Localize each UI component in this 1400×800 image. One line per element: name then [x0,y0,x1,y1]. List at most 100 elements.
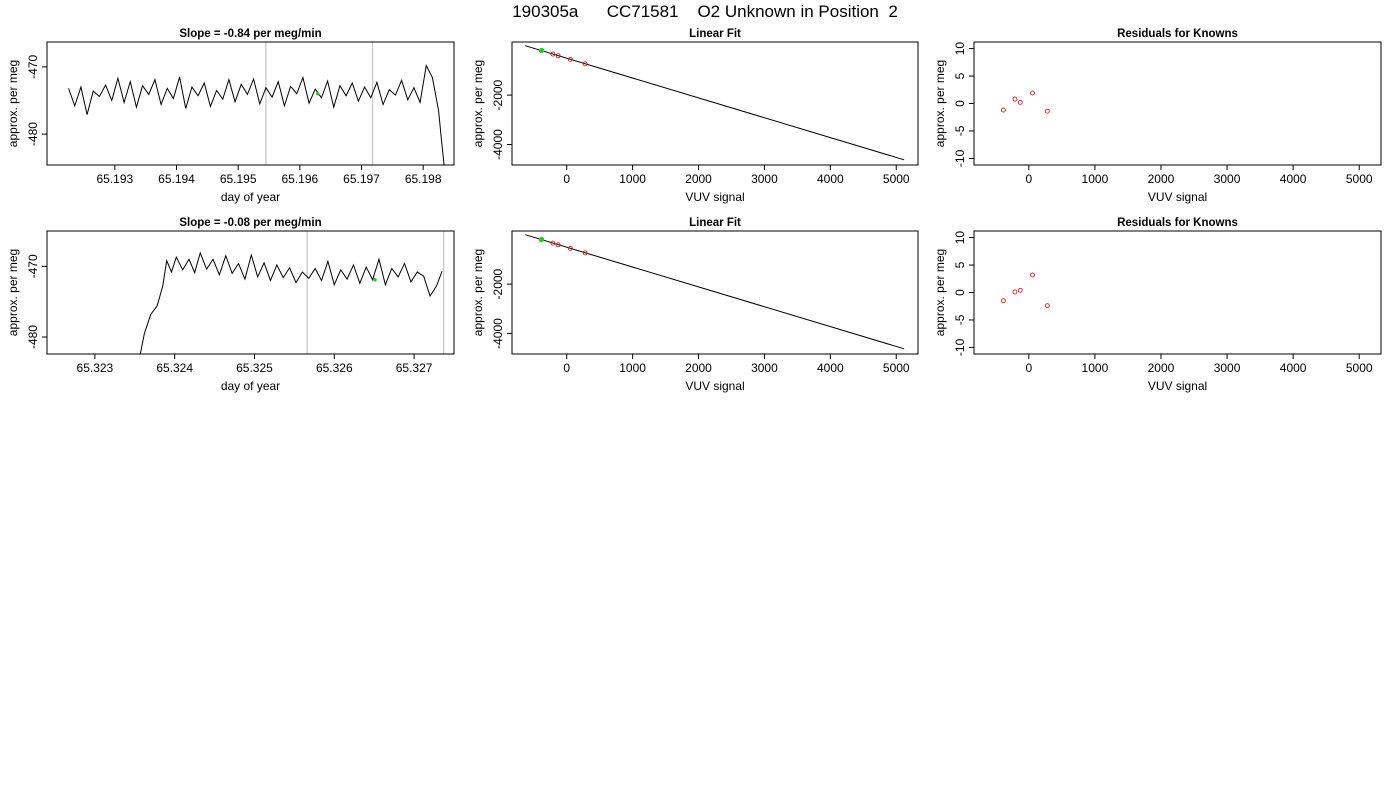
y-tick-label: -5 [953,125,967,136]
y-axis-label: approx. per meg [471,60,485,147]
x-tick-label: 2000 [1148,361,1175,375]
x-tick-label: 65.194 [158,172,195,186]
y-tick-label: -10 [953,149,967,167]
x-tick-label: 5000 [883,361,910,375]
y-tick-label: 0 [953,289,967,296]
panel-title: Linear Fit [689,28,741,40]
y-tick-label: 5 [953,261,967,268]
y-tick-label: -5 [953,314,967,325]
x-tick-label: 65.327 [396,361,433,375]
data-point [1030,90,1035,96]
x-tick-label: 3000 [751,361,778,375]
data-point [1012,96,1018,102]
y-axis-label: approx. per meg [6,249,20,336]
x-tick-label: 2000 [685,361,712,375]
x-axis-label: VUV signal [1148,190,1207,204]
data-point [555,53,561,59]
y-tick-label: -2000 [491,268,505,299]
x-tick-label: 0 [1025,361,1032,375]
data-point [1017,99,1023,105]
y-tick-label: -2000 [491,79,505,110]
y-axis-label: approx. per meg [933,60,947,147]
plot-frame [511,230,919,355]
x-tick-label: 65.195 [220,172,257,186]
y-tick-label: 5 [953,72,967,79]
x-tick-label: 5000 [1346,172,1373,186]
x-tick-label: 65.198 [405,172,442,186]
x-tick-label: 2000 [1148,172,1175,186]
x-tick-label: 4000 [817,172,844,186]
y-tick-label: -480 [26,122,40,146]
panel-title: Residuals for Knowns [1117,217,1238,229]
x-tick-label: 4000 [1280,172,1307,186]
fit-line [525,234,905,350]
panel-title: Slope = -0.84 per meg/min [179,28,321,40]
panel-1: Slope = -0.84 per meg/min 65.193 65.194 65.… [6,28,455,204]
data-point [582,61,588,67]
panel-title: Residuals for Knowns [1117,28,1238,40]
data-point [1017,287,1023,293]
x-axis-label: VUV signal [1148,379,1207,393]
x-tick-label: 1000 [619,172,646,186]
x-axis-label: day of year [221,190,280,204]
plot-area [68,63,445,165]
x-axis-label: day of year [221,379,280,393]
x-tick-label: 65.193 [96,172,133,186]
panel-title: Linear Fit [689,217,741,229]
y-axis-label: approx. per meg [471,249,485,336]
data-point [1044,108,1050,114]
y-tick-label: -470 [26,55,40,79]
data-point [1012,289,1018,295]
x-tick-label: 3000 [1214,172,1241,186]
y-tick-label: 10 [953,231,967,245]
plot-area [139,251,443,354]
y-tick-label: -480 [26,325,40,349]
x-tick-label: 4000 [817,361,844,375]
unknown-point [539,47,545,53]
x-tick-label: 2000 [685,172,712,186]
plot-area [1000,90,1050,114]
x-tick-label: 1000 [1082,172,1109,186]
data-point [1000,298,1006,304]
unknown-point [373,277,377,282]
data-point [567,56,573,62]
x-tick-label: 5000 [883,172,910,186]
panel-title: Slope = -0.08 per meg/min [179,217,321,229]
x-tick-label: 65.323 [77,361,114,375]
x-tick-label: 0 [563,172,570,186]
panel-3: Residuals for Knowns 0 1000 2000 3000 4000 500… [933,28,1382,204]
x-tick-label: 1000 [619,361,646,375]
data-point [550,240,556,246]
plot-frame [46,230,455,355]
plot-area [525,234,905,350]
x-tick-label: 65.324 [156,361,193,375]
x-axis-label: VUV signal [685,379,744,393]
plot-area [1000,272,1050,309]
y-tick-label: -4000 [491,129,505,160]
y-tick-label: -4000 [491,318,505,349]
y-tick-label: 0 [953,100,967,107]
x-tick-label: 0 [563,361,570,375]
series-line [68,63,445,165]
data-point [567,245,573,251]
data-point [555,242,561,248]
x-tick-label: 3000 [1214,361,1241,375]
series-line [139,251,443,354]
x-tick-label: 0 [1025,172,1032,186]
x-tick-label: 65.196 [281,172,318,186]
y-axis-label: approx. per meg [6,60,20,147]
data-point [1030,272,1035,278]
x-tick-label: 65.326 [316,361,353,375]
x-tick-label: 3000 [751,172,778,186]
panel-2: Linear Fit 0 1000 2000 3000 4000 5000 -4000 -200… [471,28,919,204]
plot-frame [511,41,919,166]
data-point [1044,303,1050,309]
data-point [582,250,588,256]
x-tick-label: 1000 [1082,361,1109,375]
y-tick-label: -470 [26,254,40,278]
panel-6: Residuals for Knowns 0 1000 2000 3000 4000 500… [933,217,1382,393]
x-tick-label: 65.197 [343,172,380,186]
y-tick-label: -10 [953,338,967,356]
y-axis-label: approx. per meg [933,249,947,336]
